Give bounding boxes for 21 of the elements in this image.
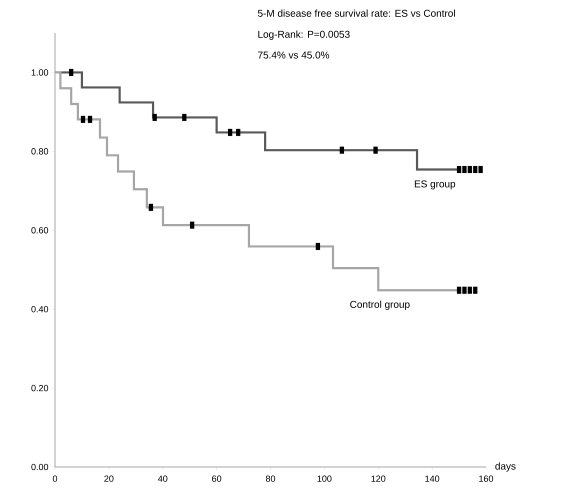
y-tick-label: 0.20 [31, 384, 48, 392]
y-tick-label: 1.00 [32, 69, 48, 76]
x-tick-label: 100 [318, 475, 332, 482]
y-tick-label: 0.00 [31, 464, 48, 470]
chart-title: 5-M disease free survival rate: ES vs Control [258, 10, 455, 17]
y-tick-label: 0.60 [31, 227, 48, 234]
annotation: 75.4% vs 45.0% [258, 52, 330, 59]
x-tick-label: 120 [371, 475, 386, 482]
x-tick-label: 160 [479, 475, 494, 482]
y-tick-label: 0.80 [31, 148, 48, 155]
x-tick-label: 0 [52, 475, 58, 482]
x-tick-label: 60 [212, 475, 222, 482]
series-label: Control group [350, 300, 410, 310]
annotation: Log-Rank: P=0.0053 [258, 30, 350, 40]
x-axis-title: days [495, 462, 516, 472]
x-tick-label: 40 [158, 475, 168, 482]
x-tick-label: 80 [266, 475, 276, 482]
series-label: ES group [414, 180, 456, 190]
y-tick-label: 0.40 [31, 306, 48, 312]
x-tick-label: 140 [425, 475, 440, 482]
x-tick-label: 20 [104, 475, 114, 482]
